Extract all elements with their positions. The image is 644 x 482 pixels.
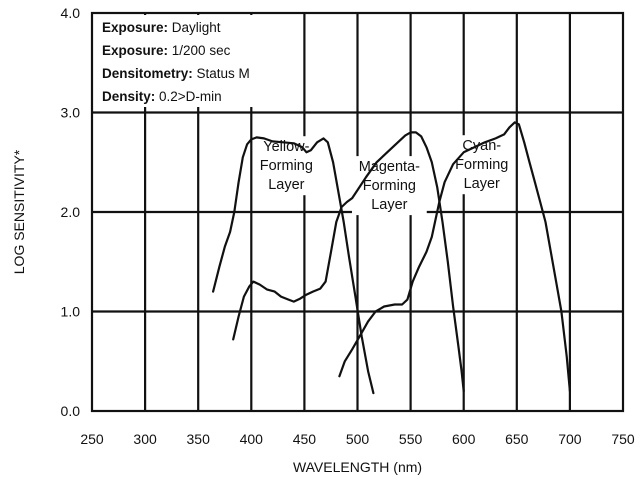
x-tick-label: 350 [187, 431, 211, 447]
curve-label-background [448, 135, 515, 195]
x-tick-label: 450 [293, 431, 317, 447]
info-box-line: Exposure: Daylight [102, 20, 221, 35]
curve-label-line: Magenta- [359, 159, 420, 175]
curve-label-line: Layer [464, 176, 500, 192]
curve-label-background [253, 136, 320, 196]
y-axis-title: LOG SENSITIVITY* [11, 149, 27, 274]
y-axis-ticks: 0.0 1.0 2.0 3.0 4.0 [61, 5, 81, 419]
y-tick-label: 0.0 [61, 403, 81, 419]
x-tick-label: 250 [80, 431, 104, 447]
info-box-background [94, 15, 290, 107]
y-tick-label: 2.0 [61, 204, 81, 220]
y-tick-label: 1.0 [61, 304, 81, 320]
sensitivity-curve-0 [212, 136, 375, 395]
info-key: Exposure: [102, 43, 168, 58]
x-tick-label: 500 [346, 431, 370, 447]
info-box-line: Exposure: 1/200 sec [102, 43, 231, 58]
curve-label-line: Forming [260, 158, 313, 174]
x-tick-label: 400 [240, 431, 264, 447]
info-key: Density: [102, 89, 155, 104]
x-axis-title: WAVELENGTH (nm) [293, 459, 422, 475]
curve-label-line: Cyan- [462, 138, 501, 154]
info-box-line: Density: 0.2>D-min [102, 89, 222, 104]
x-tick-label: 600 [452, 431, 476, 447]
x-tick-label: 300 [133, 431, 157, 447]
plot-frame [90, 11, 625, 413]
info-value: 1/200 sec [168, 43, 231, 58]
sensitivity-curves: Yellow- Forming Layer Magenta- Forming Layer C… [212, 121, 571, 395]
info-key: Densitometry: [102, 66, 193, 81]
curve-label-line: Forming [363, 178, 416, 194]
curve-label-line: Yellow- [263, 139, 309, 155]
info-value: Status M [193, 66, 250, 81]
x-axis-ticks: 250 300 350 400 450 500 550 600 650 700 750 [80, 431, 635, 447]
info-key: Exposure: [102, 20, 168, 35]
info-value: Daylight [168, 20, 221, 35]
y-tick-label: 4.0 [61, 5, 81, 21]
curve-label-line: Layer [371, 197, 407, 213]
x-tick-label: 650 [505, 431, 529, 447]
x-tick-label: 700 [558, 431, 582, 447]
info-value: 0.2>D-min [155, 89, 221, 104]
curve-label-background [351, 156, 427, 216]
curve-label-line: Layer [268, 177, 304, 193]
curve-label-line: Forming [455, 157, 508, 173]
y-tick-label: 3.0 [61, 105, 81, 121]
sensitivity-curve-1 [232, 131, 465, 393]
info-box-line: Densitometry: Status M [102, 66, 250, 81]
sensitivity-curve-2 [338, 121, 571, 393]
x-tick-label: 750 [611, 431, 635, 447]
x-tick-label: 550 [399, 431, 423, 447]
